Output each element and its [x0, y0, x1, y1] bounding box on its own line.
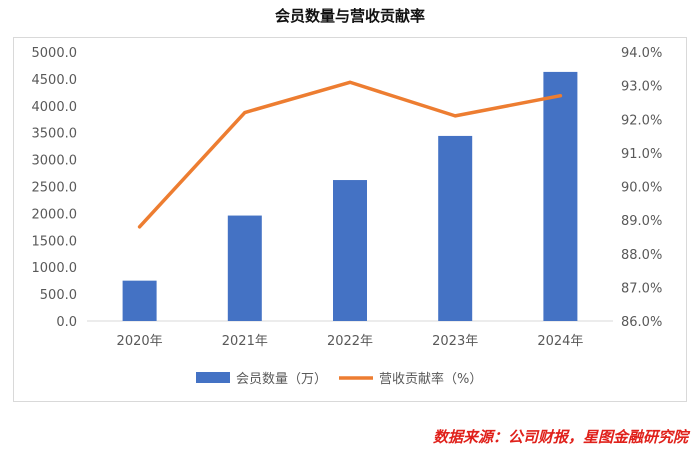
left-axis-tick: 4500.0 [32, 73, 78, 88]
left-axis-tick: 3500.0 [32, 127, 78, 142]
left-axis-tick: 4000.0 [32, 100, 78, 115]
x-axis-tick: 2022年 [327, 334, 373, 349]
left-axis-tick: 5000.0 [32, 46, 78, 61]
left-axis-tick: 3000.0 [32, 154, 78, 169]
right-axis-tick: 89.0% [621, 214, 662, 229]
legend-label-line: 营收贡献率（%） [379, 371, 482, 387]
right-axis-tick: 86.0% [621, 315, 662, 330]
source-note: 数据来源：公司财报，星图金融研究院 [432, 428, 688, 446]
right-axis-tick: 93.0% [621, 80, 662, 95]
bar [438, 135, 473, 321]
left-axis-tick: 2500.0 [32, 181, 78, 196]
line-point [138, 225, 142, 229]
bar [122, 280, 157, 321]
x-axis-tick: 2020年 [117, 334, 163, 349]
bar [333, 180, 367, 321]
line-point [558, 94, 562, 98]
chart-title: 会员数量与营收贡献率 [274, 7, 425, 25]
right-axis-tick: 94.0% [621, 46, 662, 61]
right-axis-tick: 88.0% [621, 248, 662, 263]
x-axis-tick: 2024年 [537, 334, 583, 349]
chart-frame [13, 37, 687, 402]
right-axis-tick: 91.0% [621, 147, 662, 162]
legend-label-bar: 会员数量（万） [236, 372, 327, 387]
line-point [348, 80, 352, 84]
right-axis-tick: 90.0% [621, 181, 662, 196]
x-axis-tick: 2021年 [222, 334, 268, 349]
right-axis-tick: 87.0% [621, 281, 662, 296]
bar [227, 215, 262, 321]
line-point [243, 111, 247, 115]
left-axis-tick: 1000.0 [32, 261, 78, 276]
left-axis-tick: 2000.0 [32, 207, 78, 222]
right-axis-tick: 92.0% [621, 113, 662, 128]
legend-swatch-bar [196, 372, 230, 383]
left-axis-tick: 0.0 [56, 315, 77, 330]
left-axis-tick: 1500.0 [32, 234, 78, 249]
bar [543, 71, 578, 321]
line-point [453, 114, 457, 118]
x-axis-tick: 2023年 [432, 334, 478, 349]
left-axis-tick: 500.0 [40, 288, 77, 303]
